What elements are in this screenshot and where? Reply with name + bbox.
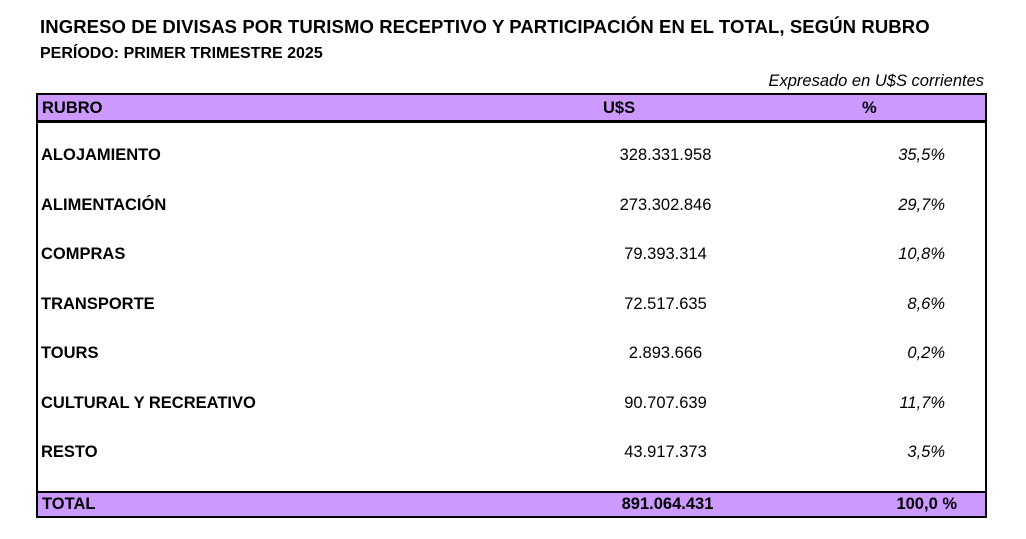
row-usd: 90.707.639 (624, 394, 707, 412)
table-row: ALIMENTACIÓN 273.302.846 29,7% (38, 196, 985, 220)
row-rubro: RESTO (41, 443, 98, 461)
row-pct: 0,2% (907, 344, 945, 362)
row-pct: 29,7% (898, 196, 945, 214)
row-usd: 72.517.635 (624, 295, 707, 313)
row-rubro: TOURS (41, 344, 99, 362)
total-usd: 891.064.431 (621, 495, 714, 513)
header-rubro: RUBRO (42, 99, 103, 117)
total-rubro: TOTAL (42, 495, 96, 513)
table-row: RESTO 43.917.373 3,5% (38, 443, 985, 467)
table-row: TRANSPORTE 72.517.635 8,6% (38, 295, 985, 319)
report-title: INGRESO DE DIVISAS POR TURISMO RECEPTIVO… (40, 16, 930, 37)
table-row: TOURS 2.893.666 0,2% (38, 344, 985, 368)
row-pct: 35,5% (898, 146, 945, 164)
table-row: ALOJAMIENTO 328.331.958 35,5% (38, 146, 985, 170)
row-pct: 3,5% (907, 443, 945, 461)
row-usd: 79.393.314 (624, 245, 707, 263)
row-pct: 8,6% (907, 295, 945, 313)
report-period: PERÍODO: PRIMER TRIMESTRE 2025 (40, 45, 323, 62)
row-pct: 11,7% (899, 394, 945, 412)
row-rubro: ALOJAMIENTO (41, 146, 161, 164)
table-row: CULTURAL Y RECREATIVO 90.707.639 11,7% (38, 394, 985, 418)
row-pct: 10,8% (898, 245, 945, 263)
row-rubro: TRANSPORTE (41, 295, 155, 313)
row-rubro: CULTURAL Y RECREATIVO (41, 394, 256, 412)
row-usd: 328.331.958 (619, 146, 712, 164)
table-row: COMPRAS 79.393.314 10,8% (38, 245, 985, 269)
row-usd: 273.302.846 (619, 196, 712, 214)
row-rubro: ALIMENTACIÓN (41, 196, 167, 214)
table-header-row: RUBRO U$S % (36, 93, 987, 123)
unit-note: Expresado en U$S corrientes (768, 72, 984, 90)
row-usd: 2.893.666 (628, 344, 703, 362)
total-pct: 100,0 % (896, 495, 957, 513)
data-table: RUBRO U$S % ALOJAMIENTO 328.331.958 35,5… (36, 93, 987, 518)
header-usd: U$S (603, 99, 636, 117)
row-rubro: COMPRAS (41, 245, 126, 263)
row-usd: 43.917.373 (624, 443, 707, 461)
table-total-row: TOTAL 891.064.431 100,0 % (36, 491, 987, 518)
header-pct: % (862, 99, 877, 117)
